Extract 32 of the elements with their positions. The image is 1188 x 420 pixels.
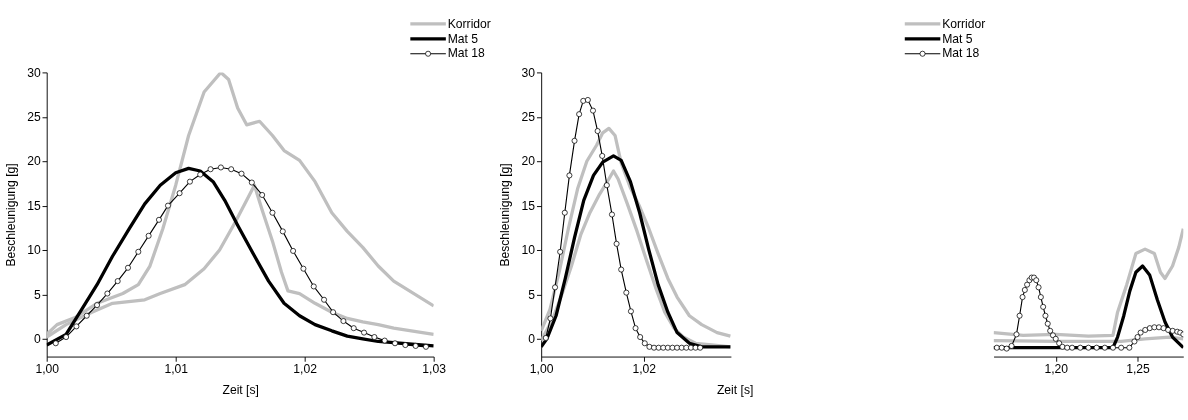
x-axis-title: Zeit [s] — [222, 383, 259, 398]
y-tick-label: 20 — [521, 154, 536, 169]
legend-label: Mat 18 — [447, 46, 486, 61]
y-tick-label: 0 — [528, 332, 536, 347]
y-tick-label: 25 — [521, 110, 536, 125]
x-tick-label: 1,01 — [164, 361, 189, 376]
x-tick-label: 1,03 — [422, 361, 447, 376]
legend-label: Korridor — [447, 16, 491, 31]
y-tick-label: 15 — [27, 198, 41, 213]
x-tick-label: 1,25 — [1126, 361, 1151, 376]
y-tick-label: 5 — [33, 287, 41, 302]
y-tick-label: 15 — [521, 198, 536, 213]
x-tick-label: 1,00 — [529, 361, 554, 376]
y-tick-label: 5 — [528, 287, 536, 302]
y-tick-label: 30 — [521, 65, 536, 80]
x-tick-label: 1,00 — [35, 361, 60, 376]
y-tick-label: 10 — [521, 243, 536, 258]
legend-label: Mat 5 — [942, 31, 973, 46]
y-tick-label: 25 — [27, 110, 41, 125]
y-tick-label: 10 — [27, 243, 41, 258]
legend-label: Mat 5 — [447, 31, 479, 46]
y-tick-label: 0 — [33, 332, 41, 347]
x-tick-label: 1,20 — [1044, 361, 1069, 376]
x-tick-label: 1,02 — [632, 361, 657, 376]
legend-label: Mat 18 — [942, 46, 980, 61]
x-tick-label: 1,02 — [293, 361, 318, 376]
legend-label: Korridor — [942, 16, 986, 31]
y-tick-label: 30 — [27, 65, 41, 80]
y-axis-title: Beschleunigung [g] — [3, 163, 18, 267]
y-axis-title: Beschleunigung [g] — [498, 163, 513, 267]
x-axis-title: Zeit [s] — [716, 383, 754, 398]
y-tick-label: 20 — [27, 154, 41, 169]
